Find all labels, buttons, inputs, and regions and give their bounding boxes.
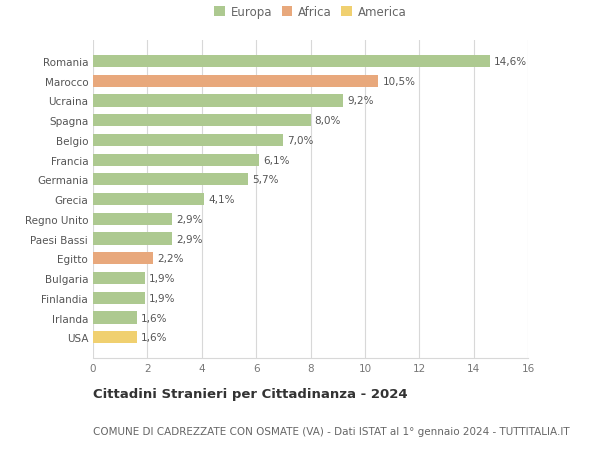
Text: 8,0%: 8,0% [314, 116, 341, 126]
Text: 1,9%: 1,9% [149, 274, 175, 283]
Bar [93, 292, 145, 304]
Text: 2,2%: 2,2% [157, 254, 184, 264]
Text: 5,7%: 5,7% [252, 175, 278, 185]
Bar [93, 213, 172, 225]
Bar [93, 134, 283, 147]
Bar [93, 233, 172, 245]
Bar [93, 272, 145, 285]
Legend: Europa, Africa, America: Europa, Africa, America [214, 6, 407, 19]
Text: 1,6%: 1,6% [140, 313, 167, 323]
Bar [93, 252, 153, 265]
Bar [93, 115, 311, 127]
Bar [93, 75, 379, 88]
Text: 6,1%: 6,1% [263, 155, 289, 165]
Text: 7,0%: 7,0% [287, 135, 314, 146]
Bar [93, 174, 248, 186]
Text: 2,9%: 2,9% [176, 214, 202, 224]
Text: 1,9%: 1,9% [149, 293, 175, 303]
Text: 4,1%: 4,1% [209, 195, 235, 205]
Bar [93, 154, 259, 166]
Text: 2,9%: 2,9% [176, 234, 202, 244]
Bar [93, 56, 490, 68]
Text: Cittadini Stranieri per Cittadinanza - 2024: Cittadini Stranieri per Cittadinanza - 2… [93, 387, 407, 400]
Bar [93, 312, 137, 324]
Text: 10,5%: 10,5% [383, 77, 416, 86]
Bar [93, 95, 343, 107]
Text: 9,2%: 9,2% [347, 96, 374, 106]
Bar [93, 194, 205, 206]
Text: 1,6%: 1,6% [140, 332, 167, 342]
Bar [93, 331, 137, 344]
Text: 14,6%: 14,6% [494, 57, 527, 67]
Text: COMUNE DI CADREZZATE CON OSMATE (VA) - Dati ISTAT al 1° gennaio 2024 - TUTTITALI: COMUNE DI CADREZZATE CON OSMATE (VA) - D… [93, 426, 569, 436]
